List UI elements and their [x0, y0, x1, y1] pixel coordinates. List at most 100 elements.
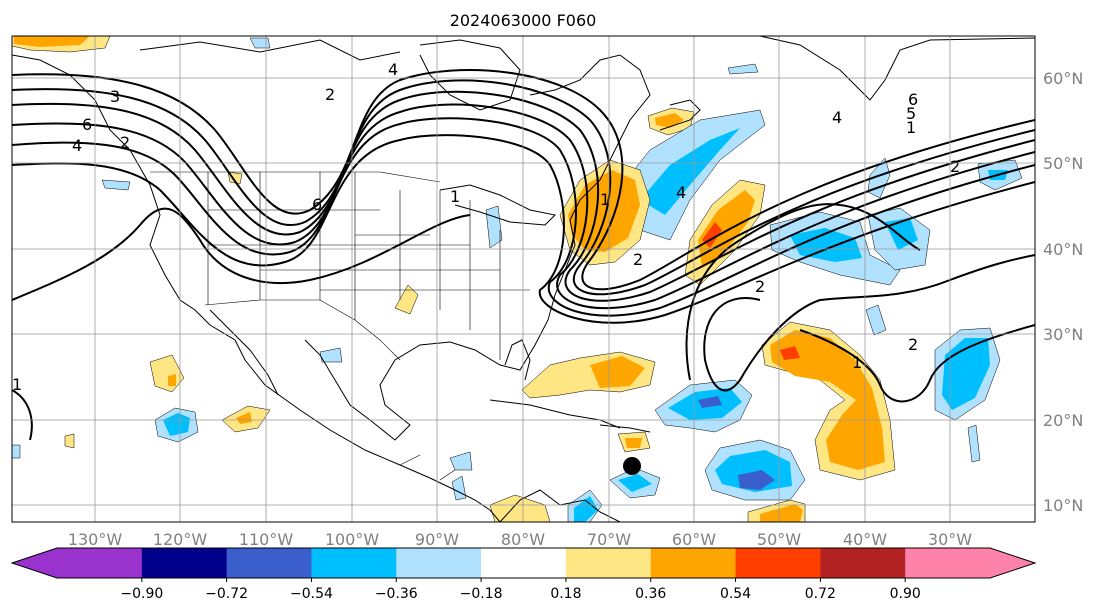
colorbar-segment [57, 548, 143, 578]
anomaly-shading [12, 36, 1023, 522]
contour-label: 6 [82, 115, 92, 134]
negative-anomaly-region [885, 218, 918, 250]
contour-label: 2 [755, 277, 765, 296]
north-america-coastline [12, 54, 501, 522]
contour-label: 6 [312, 195, 322, 214]
baja-california [209, 309, 279, 396]
lon-label: 80°W [501, 530, 545, 549]
florida [504, 339, 531, 381]
colorbar-segment [396, 548, 482, 578]
contour-label: 4 [676, 183, 686, 202]
negative-anomaly-region [574, 496, 598, 522]
arctic-coast [139, 39, 401, 61]
positive-anomaly-region [655, 113, 684, 128]
colorbar: −0.90 −0.72 −0.54 −0.36 −0.18 0.18 0.36 0.54 0.7… [10, 547, 1037, 602]
negative-anomaly-region [449, 451, 473, 471]
political-borders [150, 171, 530, 481]
negative-anomaly-region [790, 228, 862, 262]
positive-anomaly-region [590, 356, 645, 388]
colorbar-segment [650, 548, 737, 578]
contour-line [12, 134, 1035, 324]
contour-lines [12, 69, 1035, 441]
lon-label: 120°W [153, 530, 208, 549]
newfoundland [659, 99, 701, 131]
colorbar-segment [481, 548, 567, 578]
positive-anomaly-region [168, 374, 176, 386]
colorbar-outline [10, 547, 1037, 579]
contour-label: 1 [852, 353, 862, 372]
contour-label: 4 [388, 60, 398, 79]
contour-label: 4 [832, 108, 842, 127]
lat-label: 40°N [1043, 240, 1083, 259]
greenland [759, 36, 1035, 101]
colorbar-segment [820, 548, 906, 578]
contour-label: 6 [908, 90, 918, 109]
contour-line [799, 324, 1035, 403]
contour-label: 2 [908, 335, 918, 354]
negative-anomaly-region [249, 37, 271, 49]
contour-line [703, 254, 1035, 392]
contour-line [12, 79, 1035, 296]
negative-anomaly-region [640, 128, 740, 215]
negative-anomaly-region [12, 444, 21, 459]
contour-label: 2 [950, 157, 960, 176]
lon-label: 90°W [415, 530, 459, 549]
positive-anomaly-region [625, 438, 642, 448]
negative-anomaly-region [698, 396, 722, 408]
positive-anomaly-region [394, 284, 419, 315]
colorbar-segment [565, 548, 652, 578]
positive-anomaly-region [770, 330, 885, 470]
colorbar-segment [226, 548, 312, 578]
lat-label: 30°N [1043, 325, 1083, 344]
lon-label: 100°W [325, 530, 380, 549]
contour-label: 1 [600, 190, 610, 209]
negative-anomaly-region [163, 413, 190, 436]
negative-anomaly-region [738, 470, 775, 490]
figure-title: 2024063000 F060 [450, 11, 597, 30]
contour-label: 4 [72, 136, 82, 155]
contour-label: 2 [120, 133, 130, 152]
contour-label: 2 [325, 85, 335, 104]
us-mexico-border [204, 299, 401, 361]
cuba [489, 399, 621, 429]
contour-label: 1 [906, 118, 916, 137]
contour-labels: 4 3 4 6 4 6 2 2 2 1 2 4 5 6 1 1 2 1 2 1 [12, 60, 960, 394]
lat-label: 20°N [1043, 411, 1083, 430]
contour-line [12, 90, 1035, 302]
colorbar-segment [141, 548, 228, 578]
positive-anomaly-region [760, 504, 803, 522]
lon-label: 60°W [672, 530, 716, 549]
colorbar-tick-label: 0.36 [635, 586, 666, 602]
colorbar-under-extension [12, 548, 57, 578]
lat-label: 50°N [1043, 154, 1083, 173]
negative-anomaly-region [967, 424, 981, 463]
negative-anomaly-region [865, 304, 887, 336]
lat-label: 10°N [1043, 496, 1083, 515]
negative-anomaly-region [101, 179, 131, 191]
great-lakes [439, 184, 557, 226]
lon-label: 30°W [928, 530, 972, 549]
colorbar-tick-label: −0.72 [205, 586, 248, 602]
contour-label: 5 [906, 104, 916, 123]
positive-anomaly-region [14, 36, 90, 47]
negative-anomaly-region [485, 205, 503, 249]
colorbar-tick-label: 0.18 [550, 586, 581, 602]
contour-label: 2 [633, 250, 643, 269]
negative-anomaly-region [319, 347, 343, 363]
colorbar-tick-label: −0.54 [290, 586, 333, 602]
graticule [12, 36, 1035, 522]
lon-label: 130°W [68, 530, 123, 549]
hispaniola [599, 424, 651, 433]
colorbar-segment [735, 548, 821, 578]
colorbar-tick-label: 0.90 [890, 586, 921, 602]
lon-label: 50°W [757, 530, 801, 549]
positive-anomaly-region [236, 412, 252, 424]
storm-center-marker [623, 457, 641, 475]
positive-anomaly-region [489, 494, 551, 522]
central-america-border [399, 454, 456, 481]
contour-label: 1 [450, 187, 460, 206]
colorbar-segment [905, 548, 991, 578]
positive-anomaly-region [64, 433, 75, 449]
latitude-labels: 60°N 50°N 40°N 30°N 20°N 10°N [1043, 69, 1083, 515]
